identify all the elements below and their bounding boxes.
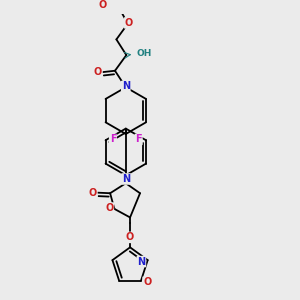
Text: N: N [122, 81, 130, 92]
Text: O: O [94, 67, 102, 77]
Text: O: O [143, 277, 151, 287]
Text: O: O [99, 0, 107, 10]
Text: O: O [88, 188, 97, 198]
Text: O: O [126, 232, 134, 242]
Text: N: N [122, 174, 130, 184]
Text: F: F [110, 134, 116, 144]
Text: N: N [137, 256, 146, 267]
Text: F: F [135, 134, 142, 144]
Text: O: O [105, 203, 113, 213]
Text: OH: OH [136, 49, 152, 58]
Text: O: O [125, 18, 133, 28]
